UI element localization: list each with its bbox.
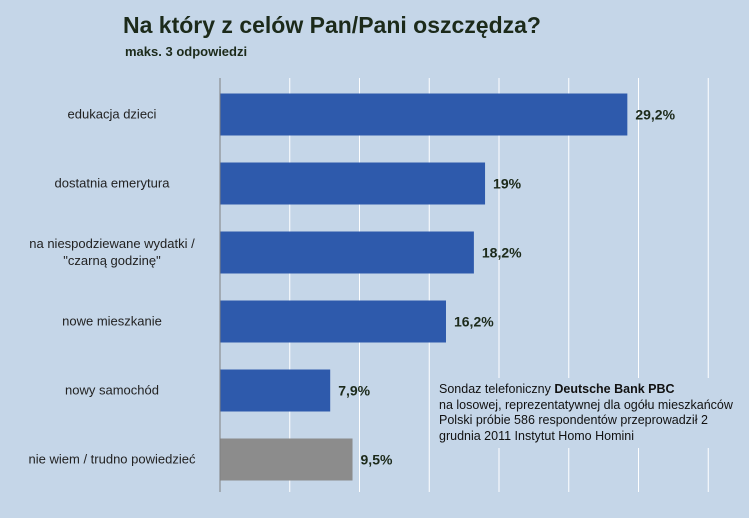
note-body: na losowej, reprezentatywnej dla ogółu m…	[439, 397, 733, 443]
category-label-line: nie wiem / trudno powiedzieć	[29, 452, 196, 467]
category-label: nowy samochód	[65, 383, 159, 398]
value-label: 7,9%	[338, 383, 370, 399]
bar	[220, 369, 331, 412]
category-label-line: nowe mieszkanie	[62, 314, 162, 329]
bar	[220, 162, 486, 205]
category-label-line: dostatnia emerytura	[55, 176, 171, 191]
bar	[220, 300, 446, 343]
value-label: 18,2%	[482, 245, 522, 261]
note-brand: Deutsche Bank PBC	[554, 382, 675, 396]
bars	[220, 93, 628, 481]
category-labels: edukacja dzieci dostatnia emerytura na nie…	[29, 107, 196, 467]
value-label: 29,2%	[635, 107, 675, 123]
category-label-line: "czarną godzinę"	[63, 253, 161, 268]
category-label: nowe mieszkanie	[62, 314, 162, 329]
bar	[220, 438, 353, 481]
value-label: 19%	[493, 176, 522, 192]
note-prefix: Sondaz telefoniczny	[439, 382, 555, 396]
chart-subtitle: maks. 3 odpowiedzi	[125, 44, 248, 59]
category-label: nie wiem / trudno powiedzieć	[29, 452, 196, 467]
category-label-line: edukacja dzieci	[68, 107, 157, 122]
category-label-line: na niespodziewane wydatki /	[29, 236, 195, 251]
value-labels: 29,2% 19% 18,2% 16,2% 7,9% 9,5%	[338, 107, 675, 468]
category-label-line: nowy samochód	[65, 383, 159, 398]
category-label: na niespodziewane wydatki / "czarną godzi…	[29, 236, 195, 268]
category-label: dostatnia emerytura	[55, 176, 171, 191]
chart-title: Na który z celów Pan/Pani oszczędza?	[123, 12, 541, 38]
bar	[220, 231, 474, 274]
source-note: Sondaz telefoniczny Deutsche Bank PBC na …	[432, 378, 749, 448]
value-label: 16,2%	[454, 314, 494, 330]
category-label: edukacja dzieci	[68, 107, 157, 122]
value-label: 9,5%	[361, 452, 393, 468]
bar	[220, 93, 628, 136]
